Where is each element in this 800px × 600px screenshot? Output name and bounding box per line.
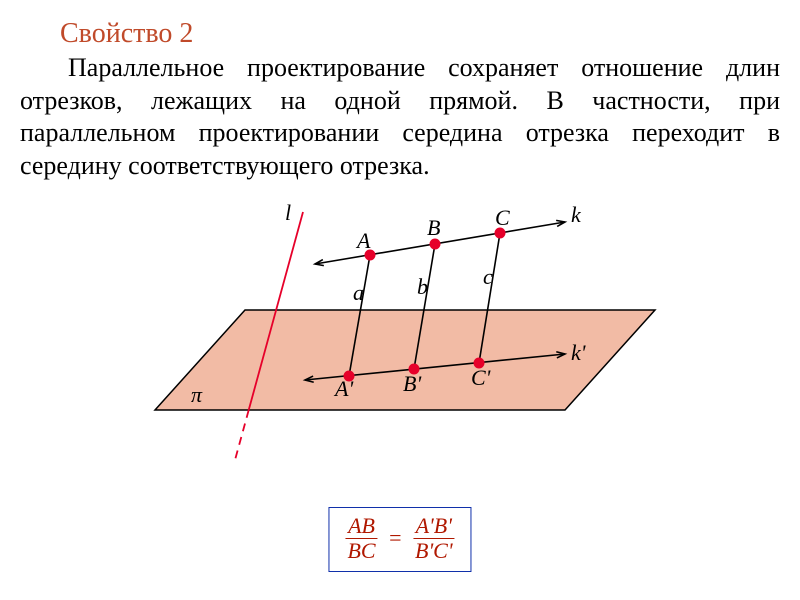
rhs-denominator: B'C': [413, 539, 455, 563]
svg-text:A: A: [355, 228, 371, 253]
svg-text:A': A': [333, 376, 353, 401]
svg-text:π: π: [191, 382, 203, 407]
svg-text:c: c: [483, 264, 493, 289]
property-title: Свойство 2: [60, 18, 193, 50]
svg-text:C: C: [495, 205, 510, 230]
svg-text:B: B: [427, 215, 440, 240]
equals-sign: =: [385, 525, 405, 551]
lhs-numerator: AB: [345, 514, 377, 539]
property-paragraph: Параллельное проектирование сохраняет от…: [20, 52, 780, 182]
svg-text:l: l: [285, 200, 291, 225]
svg-text:a: a: [353, 280, 364, 305]
lhs-denominator: BC: [345, 539, 377, 563]
ratio-formula: AB BC = A'B' B'C': [328, 507, 471, 572]
svg-text:k': k': [571, 340, 586, 365]
svg-text:b: b: [417, 274, 428, 299]
projection-diagram: l k k' A B C A' B' C' a b c π: [135, 200, 665, 470]
svg-text:C': C': [471, 365, 491, 390]
svg-text:k: k: [571, 202, 582, 227]
rhs-numerator: A'B': [413, 514, 455, 539]
svg-text:B': B': [403, 371, 421, 396]
